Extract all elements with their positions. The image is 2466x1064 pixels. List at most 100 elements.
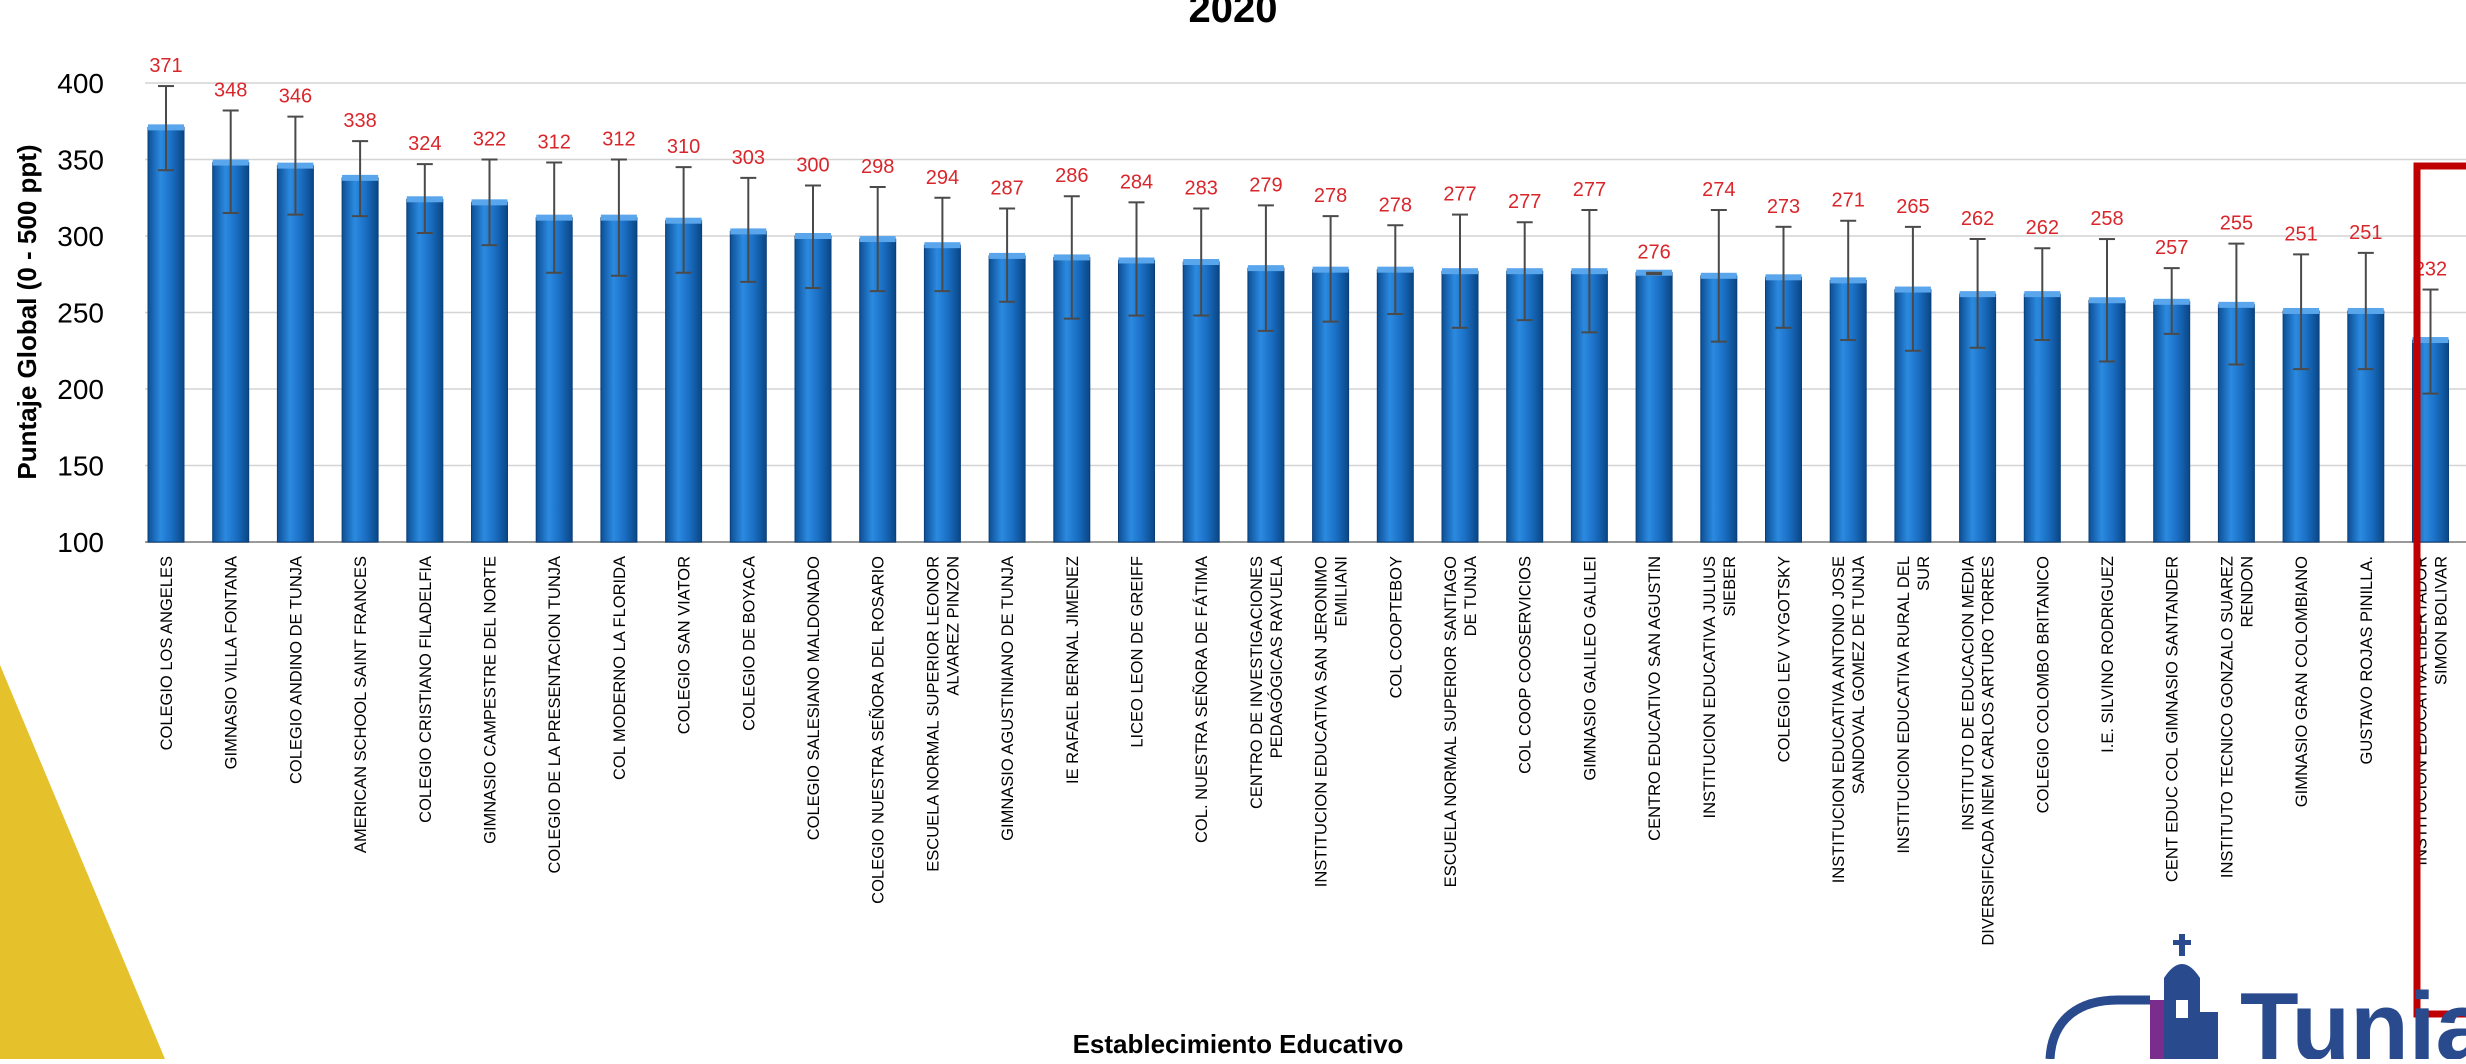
data-label: 232 — [2414, 259, 2447, 281]
x-tick-label: COL COOP COOSERVICIOS — [1517, 556, 1535, 774]
x-tick-label: COL MODERNO LA FLORIDA — [611, 556, 629, 780]
y-tick-label: 150 — [57, 451, 104, 482]
highlight-box — [2413, 162, 2466, 1018]
x-tick-label: GIMNASIO GRAN COLOMBIANO — [2293, 556, 2311, 807]
x-tick-label: INSTITUCION EDUCATIVA RURAL DEL SUR — [1895, 556, 1933, 854]
error-bars — [158, 85, 2439, 395]
x-tick-label: ESCUELA NORMAL SUPERIOR SANTIAGO DE TUNJA — [1442, 556, 1480, 887]
y-tick-label: 400 — [57, 68, 104, 99]
x-tick-label: COLEGIO CRISTIANO FILADELFIA — [417, 556, 435, 823]
x-tick-label: INSTITUCION EDUCATIVA SAN JERONIMO EMILIA… — [1313, 556, 1351, 887]
data-label: 255 — [2220, 213, 2253, 235]
church-icon — [2150, 934, 2218, 1059]
data-label: 286 — [1055, 165, 1088, 187]
data-label: 274 — [1702, 179, 1735, 201]
x-tick-label: INSTITUCION EDUCATIVA ANTONIO JOSE SANDOV… — [1830, 556, 1868, 883]
logo-arc-icon — [2045, 995, 2150, 1060]
bar — [2153, 301, 2191, 543]
bar — [341, 177, 379, 543]
x-tick-label: COLEGIO DE LA PRESENTACION TUNJA — [546, 556, 564, 874]
data-label: 300 — [796, 155, 829, 177]
x-tick-label: LICEO LEON DE GREIFF — [1129, 556, 1147, 748]
y-tick-label: 200 — [57, 374, 104, 405]
y-tick-label: 300 — [57, 221, 104, 252]
x-tick-label: COLEGIO COLOMBO BRITANICO — [2034, 556, 2052, 813]
bar — [147, 126, 185, 543]
data-label: 287 — [990, 177, 1023, 199]
data-label: 262 — [1961, 208, 1994, 230]
x-tick-label: COLEGIO SALESIANO MALDONADO — [805, 556, 823, 840]
data-label: 312 — [538, 132, 571, 154]
decorative-yellow-shape — [0, 665, 165, 1059]
x-tick-label: INSTITUTO DE EDUCACION MEDIA DIVERSIFICAD… — [1960, 556, 1998, 946]
x-tick-label: AMERICAN SCHOOL SAINT FRANCES — [352, 556, 370, 853]
data-label: 284 — [1120, 171, 1153, 193]
data-label: 324 — [408, 133, 441, 155]
x-tick-label: COLEGIO LEV VYGOTSKY — [1776, 556, 1794, 762]
data-label: 277 — [1508, 191, 1541, 213]
x-tick-label: IE RAFAEL BERNAL JIMENEZ — [1064, 556, 1082, 784]
x-tick-label: GIMNASIO VILLA FONTANA — [223, 556, 241, 769]
data-label: 265 — [1896, 196, 1929, 218]
data-label: 279 — [1249, 174, 1282, 196]
x-tick-label: COLEGIO LOS ANGELES — [158, 556, 176, 750]
x-tick-label: GIMNASIO AGUSTINIANO DE TUNJA — [999, 556, 1017, 841]
data-label: 278 — [1379, 194, 1412, 216]
bar — [471, 201, 508, 543]
bar — [212, 162, 250, 543]
data-label: 322 — [473, 129, 506, 151]
chart-title: 2020 — [1189, 0, 1278, 31]
data-label: 278 — [1314, 185, 1347, 207]
y-tick-label: 350 — [57, 145, 104, 176]
data-label: 271 — [1832, 190, 1865, 212]
data-label: 338 — [343, 110, 376, 132]
bar — [276, 165, 314, 543]
x-tick-label: GUSTAVO ROJAS PINILLA. — [2358, 556, 2376, 764]
data-label: 262 — [2026, 217, 2059, 239]
x-tick-label: GIMNASIO CAMPESTRE DEL NORTE — [482, 556, 500, 844]
data-label: 303 — [732, 147, 765, 169]
x-tick-label: CENTRO EDUCATIVO SAN AGUSTIN — [1646, 556, 1664, 841]
x-tick-label: COLEGIO DE BOYACA — [740, 556, 758, 731]
x-axis-label: Establecimiento Educativo — [1073, 1029, 1404, 1059]
y-tick-label: 100 — [57, 527, 104, 558]
data-label: 298 — [861, 156, 894, 178]
data-label: 277 — [1443, 184, 1476, 206]
tunja-logo: Tunja — [2045, 934, 2466, 1064]
data-label: 251 — [2349, 222, 2382, 244]
bar — [1376, 269, 1414, 543]
x-tick-label: GIMNASIO GALILEO GALILEI — [1581, 556, 1599, 781]
data-label: 371 — [149, 55, 182, 77]
x-tick-label: COL COOPTEBOY — [1387, 556, 1405, 698]
data-label: 273 — [1767, 196, 1800, 218]
bar — [1635, 272, 1673, 543]
data-label: 276 — [1637, 242, 1670, 264]
data-label: 294 — [926, 167, 959, 189]
x-axis-ticks: COLEGIO LOS ANGELES GIMNASIO VILLA FONTAN… — [158, 556, 2451, 946]
x-tick-label: INSTITUCION EDUCATIVA JULIUS SIEBER — [1701, 556, 1739, 819]
x-tick-label: COLEGIO SAN VIATOR — [676, 556, 694, 734]
data-label: 277 — [1573, 179, 1606, 201]
x-tick-label: CENTRO DE INVESTIGACIONES PEDAGÓGICAS RAY… — [1248, 556, 1286, 809]
bar — [988, 255, 1026, 543]
bar — [729, 230, 767, 543]
data-label: 283 — [1185, 177, 1218, 199]
x-tick-label: COL. NUESTRA SEÑORA DE FÁTIMA — [1191, 556, 1211, 843]
bar — [406, 198, 444, 543]
data-label: 258 — [2090, 208, 2123, 230]
x-tick-label: ESCUELA NORMAL SUPERIOR LEONOR ALVAREZ PI… — [924, 556, 962, 872]
data-label: 257 — [2155, 237, 2188, 259]
x-tick-label: I.E. SILVINO RODRIGUEZ — [2099, 556, 2117, 753]
logo-text: Tunja — [2240, 973, 2466, 1059]
y-tick-label: 250 — [57, 298, 104, 329]
x-tick-label: INSTITUTO TECNICO GONZALO SUAREZ RENDON — [2218, 556, 2256, 878]
x-tick-label: COLEGIO ANDINO DE TUNJA — [287, 556, 305, 784]
x-tick-label: COLEGIO NUESTRA SEÑORA DEL ROSARIO — [868, 556, 888, 904]
data-label: 312 — [602, 129, 635, 151]
data-label: 348 — [214, 80, 247, 102]
data-label: 251 — [2284, 223, 2317, 245]
y-axis-ticks: 100 150 200 250 300 350 400 — [57, 68, 104, 558]
data-labels: 371 348 346 338 324 322 312 312 310 303 300 298 294 2… — [149, 55, 2447, 280]
